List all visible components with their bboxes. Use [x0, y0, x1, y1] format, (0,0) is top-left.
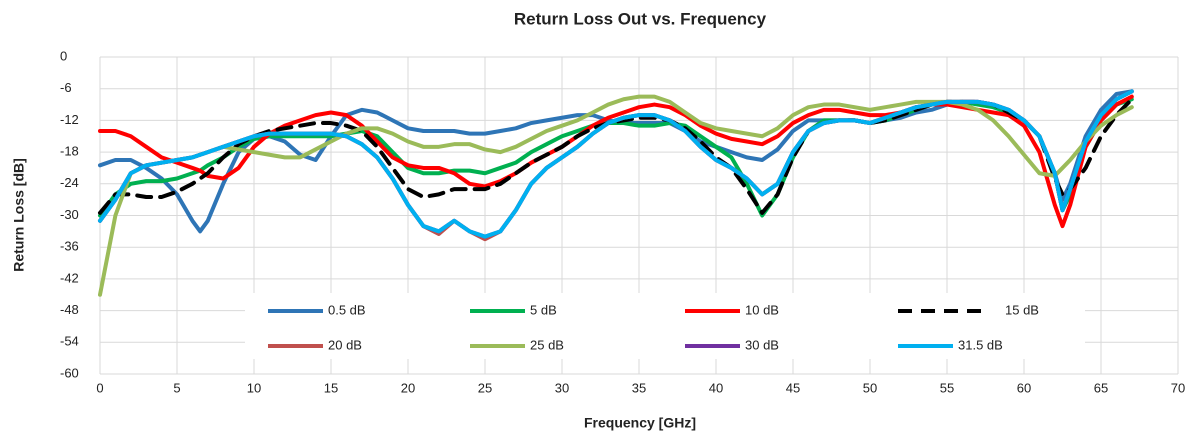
x-tick-label: 15	[324, 380, 338, 395]
chart-title: Return Loss Out vs. Frequency	[514, 9, 767, 28]
x-tick-label: 55	[940, 380, 954, 395]
y-tick-label: -48	[60, 302, 79, 317]
y-tick-label: -60	[60, 365, 79, 380]
y-tick-label: 0	[60, 48, 67, 63]
y-tick-label: -24	[60, 175, 79, 190]
x-tick-label: 25	[478, 380, 492, 395]
x-tick-label: 10	[247, 380, 261, 395]
legend-label: 10 dB	[745, 302, 779, 317]
x-tick-label: 35	[632, 380, 646, 395]
y-tick-label: -42	[60, 270, 79, 285]
x-axis-label: Frequency [GHz]	[584, 415, 696, 431]
legend-label: 15 dB	[1005, 302, 1039, 317]
legend-label: 5 dB	[530, 302, 557, 317]
x-tick-label: 70	[1171, 380, 1185, 395]
legend: 0.5 dB 5 dB 10 dB 15 dB 20 dB 25 dB 30 dB 31.5 …	[245, 293, 1085, 359]
legend-label: 31.5 dB	[958, 337, 1003, 352]
series-line	[98, 89, 1134, 234]
x-tick-label: 30	[555, 380, 569, 395]
y-tick-label: -6	[60, 80, 72, 95]
series-line	[98, 89, 1134, 239]
y-tick-label: -36	[60, 239, 79, 254]
legend-label: 20 dB	[328, 337, 362, 352]
x-tick-label: 60	[1017, 380, 1031, 395]
y-tick-label: -30	[60, 207, 79, 222]
x-tick-label: 45	[786, 380, 800, 395]
series-line	[98, 94, 1134, 297]
y-tick-label: -54	[60, 334, 79, 349]
x-tick-label: 65	[1094, 380, 1108, 395]
y-axis-label: Return Loss [dB]	[11, 158, 27, 272]
y-tick-label: -12	[60, 112, 79, 127]
legend-label: 25 dB	[530, 337, 564, 352]
x-tick-label: 20	[401, 380, 415, 395]
x-tick-label: 40	[709, 380, 723, 395]
legend-label: 30 dB	[745, 337, 779, 352]
x-tick-label: 5	[173, 380, 180, 395]
x-tick-label: 50	[863, 380, 877, 395]
x-tick-label: 0	[96, 380, 103, 395]
y-tick-label: -18	[60, 144, 79, 159]
series-line	[98, 94, 1134, 229]
legend-label: 0.5 dB	[328, 302, 366, 317]
